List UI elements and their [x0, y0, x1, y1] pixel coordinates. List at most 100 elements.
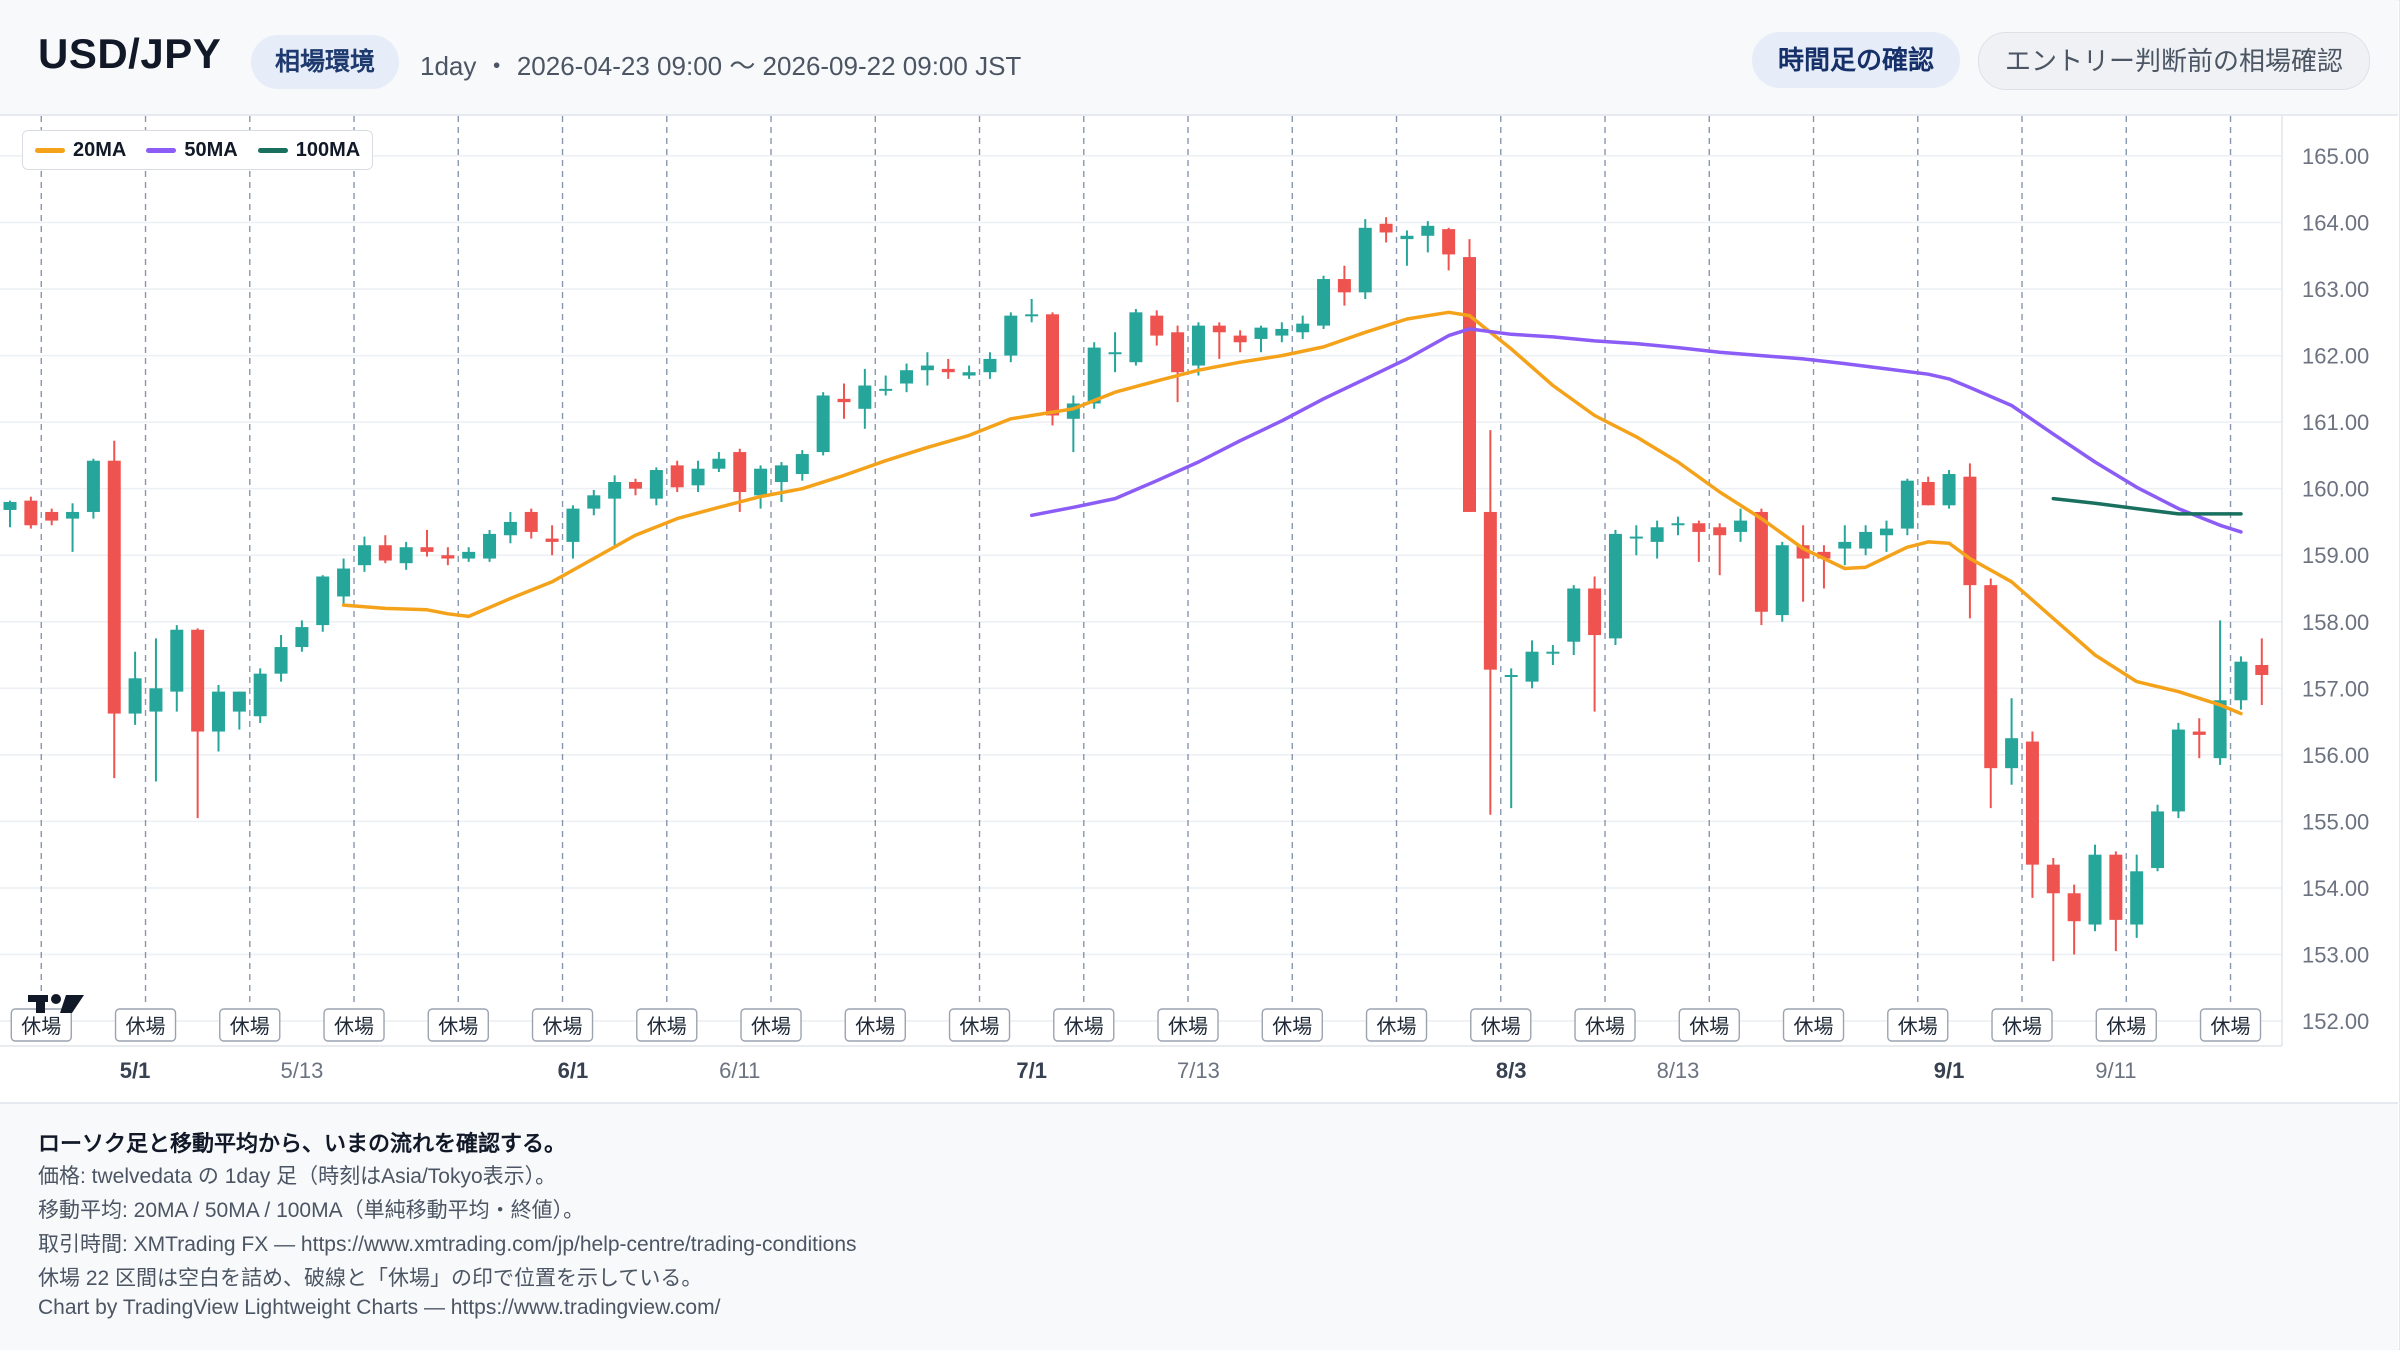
- closed-label: 休場: [2106, 1015, 2146, 1038]
- candle-body: [566, 508, 580, 542]
- candlestick-chart[interactable]: 休場 休場 休場 休場 休場 休場 休場 休場 休場 休場 休場 休場 休場 休場 休場 休場 休場 休場 休場 休場…: [0, 116, 2398, 1102]
- candle-body: [1963, 476, 1977, 586]
- candle-body: [357, 545, 371, 566]
- legend-item-100ma: 100MA: [257, 138, 361, 162]
- closed-label: 休場: [1689, 1015, 1729, 1038]
- x-tick-label: 7/13: [1177, 1058, 1220, 1083]
- candle-body: [1546, 651, 1560, 654]
- candle-body: [1296, 323, 1310, 333]
- candle-body: [837, 398, 851, 403]
- candle-body: [649, 470, 663, 499]
- candle-body: [441, 555, 455, 559]
- x-tick-label: 6/11: [719, 1058, 760, 1083]
- x-tick-label: 7/1: [1016, 1058, 1047, 1083]
- header-bar: USD/JPY 相場環境 1day ・ 2026-04-23 09:00 〜 2…: [0, 0, 2398, 116]
- closed-label-box: [1574, 1008, 1636, 1042]
- closed-label-box: [2095, 1008, 2157, 1042]
- closed-label-box: [427, 1008, 489, 1042]
- candle-body: [733, 452, 747, 492]
- ma-legend: 20MA 50MA 100MA: [22, 130, 374, 170]
- pre-entry-check-button[interactable]: エントリー判断前の相場確認: [1978, 32, 2371, 90]
- candle-body: [1921, 482, 1935, 506]
- candle-body: [774, 465, 788, 483]
- tv-logo-dot: [51, 994, 61, 1004]
- moving-averages: [341, 310, 2243, 716]
- candle-body: [1212, 325, 1226, 333]
- chart-area[interactable]: 休場 休場 休場 休場 休場 休場 休場 休場 休場 休場 休場 休場 休場 休場 休場 休場 休場 休場 休場 休場…: [0, 116, 2398, 1102]
- candle-body: [2192, 731, 2206, 735]
- timeframe-check-button[interactable]: 時間足の確認: [1752, 32, 1961, 88]
- candle-body: [1379, 223, 1393, 233]
- candle-body: [1421, 225, 1435, 236]
- candle-body: [399, 547, 413, 564]
- candle-body: [983, 358, 997, 373]
- candle-body: [86, 460, 100, 512]
- candle-body: [2213, 700, 2227, 759]
- candle-body: [274, 647, 288, 674]
- y-tick-label: 157.00: [2302, 676, 2369, 701]
- candle-body: [420, 547, 434, 552]
- candle-body: [1463, 257, 1476, 512]
- candle-body: [858, 385, 872, 409]
- candle-body: [462, 551, 476, 559]
- candle-body: [2255, 665, 2269, 675]
- candle-body: [2130, 871, 2144, 925]
- x-tick-label: 6/1: [558, 1058, 589, 1083]
- candle-body: [378, 545, 392, 561]
- candle-body: [1191, 325, 1205, 366]
- candle-body: [253, 673, 267, 717]
- closed-label-box: [1157, 1008, 1219, 1042]
- candle-body: [1442, 229, 1456, 255]
- closed-label-box: [740, 1008, 802, 1042]
- closed-label: 休場: [751, 1015, 791, 1038]
- ma100-line: [2051, 496, 2243, 516]
- candle-body: [1567, 588, 1581, 642]
- candle-body: [149, 688, 163, 712]
- ma50-line: [1029, 327, 2243, 534]
- candle-body: [1817, 551, 1831, 559]
- candle-body: [1275, 328, 1289, 336]
- legend-item-20ma: 20MA: [35, 139, 126, 162]
- candle-body: [795, 454, 809, 475]
- market-environment-badge: 相場環境: [251, 35, 400, 89]
- candle-body: [1734, 520, 1748, 532]
- candle-body: [1942, 474, 1956, 506]
- candle-body: [1046, 314, 1059, 416]
- footer-line-price: 価格: twelvedata の 1day 足（時刻はAsia/Tokyo表示）…: [38, 1165, 557, 1188]
- timeframe-range-text: 1day ・ 2026-04-23 09:00 〜 2026-09-22 09:…: [420, 51, 1022, 81]
- candle-body: [1608, 533, 1622, 639]
- candle-body: [2109, 854, 2123, 920]
- closed-label: 休場: [2211, 1015, 2251, 1038]
- x-tick-label: 5/13: [280, 1058, 323, 1083]
- closed-label: 休場: [1481, 1015, 1521, 1038]
- closed-label: 休場: [334, 1015, 374, 1038]
- candle-body: [1629, 536, 1643, 539]
- candle-body: [879, 388, 893, 391]
- closed-label-box: [114, 1008, 177, 1042]
- closed-label: 休場: [1585, 1015, 1625, 1038]
- y-tick-label: 164.00: [2302, 210, 2369, 235]
- closed-label-box: [2199, 1008, 2262, 1042]
- candle-body: [900, 370, 914, 384]
- candle-body: [3, 501, 17, 510]
- candle-body: [295, 627, 309, 648]
- closed-label-box: [1678, 1008, 1740, 1042]
- y-tick-label: 163.00: [2302, 277, 2369, 302]
- tv-logo-stem: [36, 995, 45, 1013]
- closed-label: 休場: [1272, 1015, 1312, 1038]
- candle-body: [691, 468, 705, 486]
- candle-body: [920, 365, 934, 371]
- candle-body: [941, 368, 955, 373]
- candle-body: [1984, 585, 1998, 769]
- closed-label: 休場: [1898, 1015, 1938, 1038]
- y-tick-label: 165.00: [2302, 144, 2369, 169]
- x-tick-label: 8/13: [1657, 1058, 1700, 1083]
- candle-body: [608, 482, 622, 499]
- candle-body: [2025, 741, 2039, 865]
- y-tick-label: 156.00: [2302, 743, 2369, 768]
- closed-label: 休場: [1168, 1015, 1208, 1038]
- x-tick-label: 9/1: [1934, 1058, 1965, 1083]
- legend-label-100ma: 100MA: [295, 138, 361, 161]
- candle-body: [24, 500, 38, 526]
- footer-line-credit: Chart by TradingView Lightweight Charts …: [38, 1296, 721, 1319]
